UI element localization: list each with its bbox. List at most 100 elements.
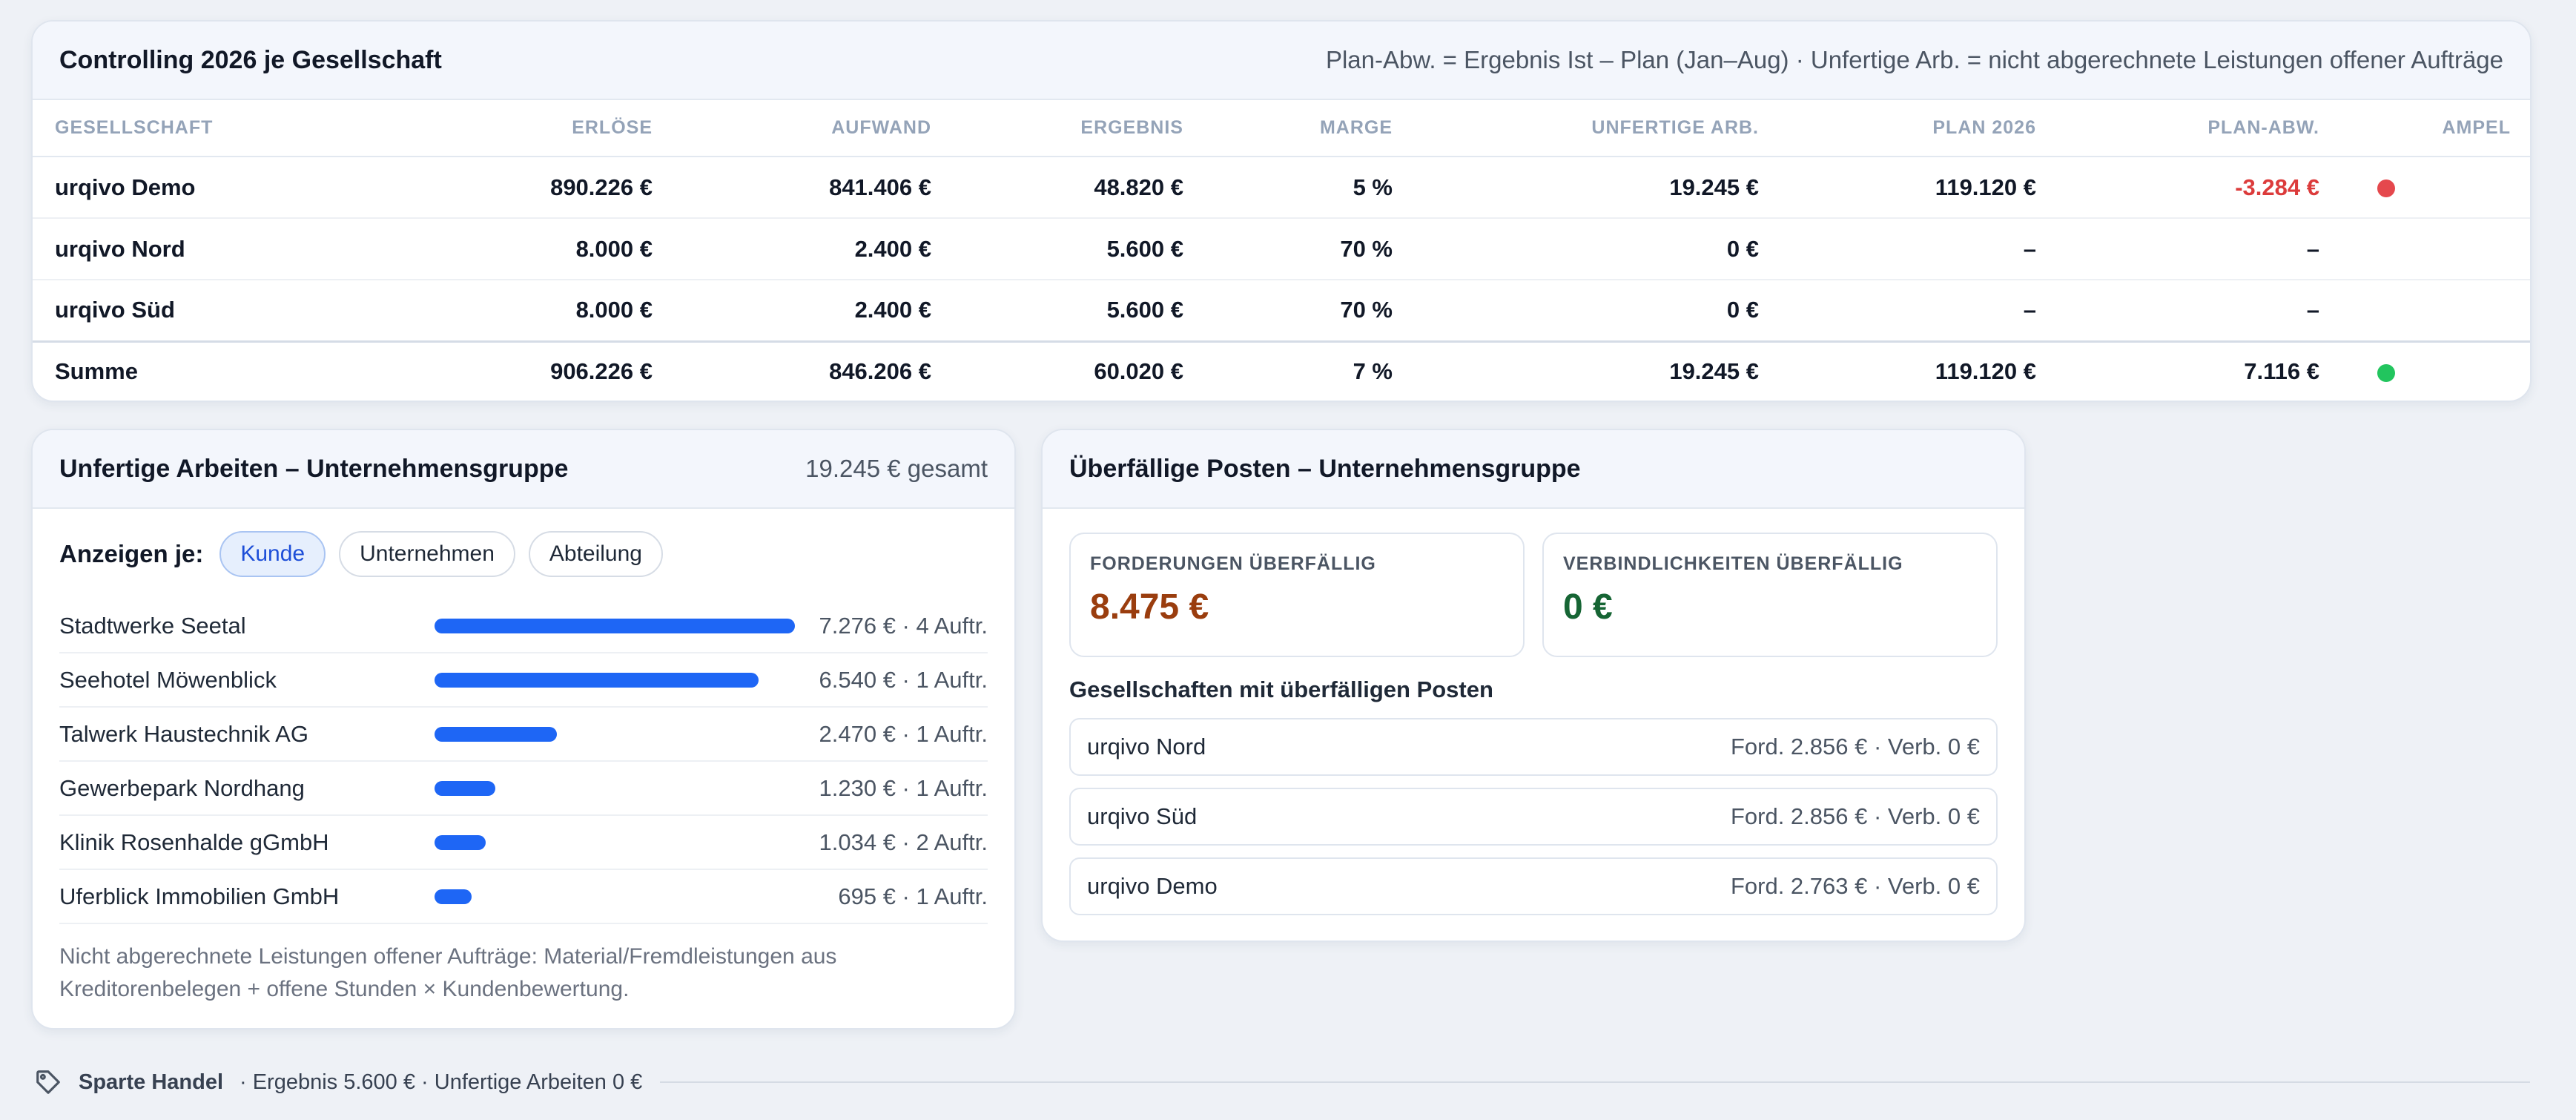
sparte-footer: Sparte Handel · Ergebnis 5.600 € · Unfer… <box>34 1064 2530 1101</box>
wip-title: Unfertige Arbeiten – Unternehmensgruppe <box>59 454 569 483</box>
cell-abw: – <box>2058 280 2342 342</box>
filter-chip-kunde[interactable]: Kunde <box>219 531 326 577</box>
cell-unfertig: 0 € <box>1415 218 1781 280</box>
cell-unfertig: 19.245 € <box>1415 340 1781 401</box>
cell-unfertig: 0 € <box>1415 280 1781 342</box>
bar-label: Seehotel Möwenblick <box>59 666 277 693</box>
tag-icon <box>36 1070 60 1094</box>
filter-chip-unternehmen[interactable]: Unternehmen <box>339 531 515 577</box>
company-values: Ford. 2.856 € · Verb. 0 € <box>1730 803 1980 829</box>
list-item[interactable]: Seehotel Möwenblick 6.540 € · 1 Auftr. <box>59 653 988 708</box>
list-item[interactable]: Gewerbepark Nordhang 1.230 € · 1 Auftr. <box>59 762 988 816</box>
company-values: Ford. 2.763 € · Verb. 0 € <box>1730 873 1980 899</box>
bar-fill <box>435 726 557 742</box>
cell-erloese: 8.000 € <box>329 280 675 342</box>
cell-marge: 70 % <box>1206 218 1415 280</box>
bar-track <box>435 834 795 850</box>
company-name: urqivo Süd <box>1087 803 1198 829</box>
cell-abw: -3.284 € <box>2058 157 2342 219</box>
list-item[interactable]: Klinik Rosenhalde gGmbH 1.034 € · 2 Auft… <box>59 816 988 870</box>
cell-plan: – <box>1781 280 2058 342</box>
list-item[interactable]: Talwerk Haustechnik AG 2.470 € · 1 Auftr… <box>59 708 988 762</box>
cell-marge: 5 % <box>1206 157 1415 219</box>
table-row[interactable]: urqivo Demo 890.226 € 841.406 € 48.820 €… <box>33 157 2530 219</box>
bar-label: Stadtwerke Seetal <box>59 612 246 639</box>
col-aufwand[interactable]: Aufwand <box>675 100 954 157</box>
table-row[interactable]: urqivo Nord 8.000 € 2.400 € 5.600 € 70 %… <box>33 218 2530 280</box>
status-dot-green <box>2377 363 2395 382</box>
cell-ergebnis: 5.600 € <box>954 218 1206 280</box>
cell-ampel <box>2342 340 2530 401</box>
bar-value: 6.540 € · 1 Auftr. <box>819 666 988 693</box>
kpi-forderungen: Forderungen überfällig 8.475 € <box>1069 533 1525 657</box>
filter-label: Anzeigen je: <box>59 540 204 567</box>
kpi-value: 0 € <box>1563 587 1613 627</box>
bar-label: Klinik Rosenhalde gGmbH <box>59 829 329 855</box>
status-dot-red <box>2377 179 2395 198</box>
cell-plan: 119.120 € <box>1781 157 2058 219</box>
col-gesellschaft[interactable]: Gesellschaft <box>33 100 329 157</box>
cell-ampel <box>2342 157 2530 219</box>
cell-name: urqivo Süd <box>33 280 329 342</box>
kpi-value: 8.475 € <box>1090 587 1209 627</box>
overdue-card: Überfällige Posten – Unternehmensgruppe … <box>1041 429 2026 942</box>
overdue-title: Überfällige Posten – Unternehmensgruppe <box>1069 454 1581 483</box>
col-marge[interactable]: Marge <box>1206 100 1415 157</box>
bar-fill <box>435 672 759 688</box>
sparte-title[interactable]: Sparte Handel <box>79 1070 223 1094</box>
bar-track <box>435 889 795 904</box>
company-name: urqivo Demo <box>1087 873 1218 899</box>
bar-track <box>435 672 795 688</box>
controlling-note: Plan‑Abw. = Ergebnis Ist – Plan (Jan–Aug… <box>1325 46 2503 73</box>
wip-card: Unfertige Arbeiten – Unternehmensgruppe … <box>31 429 1016 1030</box>
cell-aufwand: 2.400 € <box>675 218 954 280</box>
list-item[interactable]: urqivo Nord Ford. 2.856 € · Verb. 0 € <box>1069 718 1998 776</box>
col-erloese[interactable]: Erlöse <box>329 100 675 157</box>
bar-fill <box>435 780 495 796</box>
kpi-label: Forderungen überfällig <box>1090 553 1376 574</box>
filter-chip-abteilung[interactable]: Abteilung <box>528 531 663 577</box>
col-ergebnis[interactable]: Ergebnis <box>954 100 1206 157</box>
cell-name: urqivo Nord <box>33 218 329 280</box>
bar-track <box>435 618 795 633</box>
wip-total: 19.245 € gesamt <box>805 455 988 482</box>
cell-name: urqivo Demo <box>33 157 329 219</box>
sparte-summary: · Ergebnis 5.600 € · Unfertige Arbeiten … <box>240 1070 643 1094</box>
bar-fill <box>435 834 486 850</box>
cell-ampel <box>2342 218 2530 280</box>
kpi-label: Verbindlichkeiten überfällig <box>1563 553 1903 574</box>
cell-aufwand: 846.206 € <box>675 340 954 401</box>
col-plan-abw[interactable]: Plan-Abw. <box>2058 100 2342 157</box>
company-name: urqivo Nord <box>1087 734 1206 760</box>
bar-value: 1.034 € · 2 Auftr. <box>819 829 988 855</box>
list-item[interactable]: urqivo Demo Ford. 2.763 € · Verb. 0 € <box>1069 857 1998 915</box>
cell-erloese: 906.226 € <box>329 340 675 401</box>
cell-name: Summe <box>33 340 329 401</box>
bar-fill <box>435 618 795 633</box>
cell-ampel <box>2342 280 2530 342</box>
divider <box>660 1081 2530 1083</box>
kpi-verbindlichkeiten: Verbindlichkeiten überfällig 0 € <box>1542 533 1998 657</box>
bar-value: 1.230 € · 1 Auftr. <box>819 774 988 801</box>
cell-marge: 7 % <box>1206 340 1415 401</box>
bar-label: Uferblick Immobilien GmbH <box>59 883 340 909</box>
col-plan-2026[interactable]: Plan 2026 <box>1781 100 2058 157</box>
overdue-subtitle: Gesellschaften mit überfälligen Posten <box>1069 676 1493 702</box>
bar-track <box>435 726 795 742</box>
wip-bar-list: Stadtwerke Seetal 7.276 € · 4 Auftr. See… <box>59 599 988 924</box>
list-item[interactable]: urqivo Süd Ford. 2.856 € · Verb. 0 € <box>1069 788 1998 846</box>
controlling-card: Controlling 2026 je Gesellschaft Plan‑Ab… <box>31 20 2532 402</box>
col-ampel[interactable]: Ampel <box>2342 100 2530 157</box>
list-item[interactable]: Stadtwerke Seetal 7.276 € · 4 Auftr. <box>59 599 988 653</box>
list-item[interactable]: Uferblick Immobilien GmbH 695 € · 1 Auft… <box>59 870 988 924</box>
table-header-row: Gesellschaft Erlöse Aufwand Ergebnis Mar… <box>33 100 2530 157</box>
cell-erloese: 8.000 € <box>329 218 675 280</box>
cell-aufwand: 841.406 € <box>675 157 954 219</box>
company-values: Ford. 2.856 € · Verb. 0 € <box>1730 734 1980 760</box>
bar-label: Gewerbepark Nordhang <box>59 774 305 801</box>
col-unfertige-arb[interactable]: Unfertige Arb. <box>1415 100 1781 157</box>
table-sum-row: Summe 906.226 € 846.206 € 60.020 € 7 % 1… <box>33 340 2530 401</box>
cell-erloese: 890.226 € <box>329 157 675 219</box>
overdue-header: Überfällige Posten – Unternehmensgruppe <box>1043 430 2024 509</box>
table-row[interactable]: urqivo Süd 8.000 € 2.400 € 5.600 € 70 % … <box>33 280 2530 342</box>
